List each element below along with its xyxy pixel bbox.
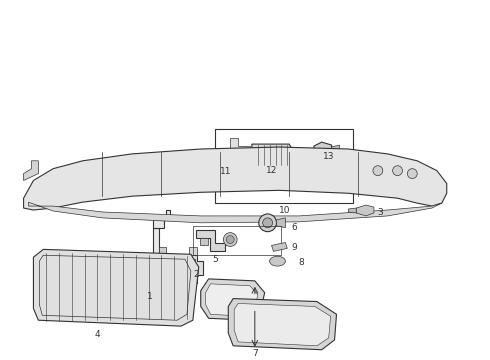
- Polygon shape: [196, 230, 225, 251]
- Polygon shape: [153, 210, 170, 228]
- Polygon shape: [230, 138, 250, 164]
- Polygon shape: [159, 247, 166, 255]
- Circle shape: [392, 166, 402, 176]
- Text: 7: 7: [252, 349, 258, 358]
- Text: 11: 11: [220, 167, 231, 176]
- Circle shape: [373, 166, 383, 176]
- Polygon shape: [33, 249, 199, 326]
- Circle shape: [263, 218, 272, 228]
- Polygon shape: [189, 247, 197, 255]
- Ellipse shape: [270, 256, 285, 266]
- Polygon shape: [356, 205, 374, 216]
- Text: 12: 12: [266, 166, 277, 175]
- Circle shape: [407, 169, 417, 179]
- Polygon shape: [252, 144, 293, 166]
- Bar: [216, 129, 353, 203]
- Text: 2: 2: [193, 270, 198, 279]
- Text: 3: 3: [377, 208, 383, 217]
- Polygon shape: [200, 238, 208, 246]
- Polygon shape: [332, 145, 340, 150]
- Polygon shape: [314, 142, 332, 156]
- Polygon shape: [276, 218, 285, 228]
- Polygon shape: [24, 161, 38, 180]
- Polygon shape: [206, 284, 258, 316]
- Polygon shape: [24, 147, 447, 210]
- Polygon shape: [28, 202, 442, 223]
- Text: 9: 9: [292, 243, 297, 252]
- Polygon shape: [228, 298, 337, 350]
- Polygon shape: [185, 259, 195, 269]
- Polygon shape: [201, 279, 265, 320]
- Circle shape: [259, 214, 276, 231]
- Text: 4: 4: [95, 329, 100, 338]
- Polygon shape: [183, 255, 203, 283]
- Text: 8: 8: [298, 258, 304, 267]
- Bar: [193, 226, 281, 255]
- Polygon shape: [234, 303, 331, 346]
- Polygon shape: [348, 208, 356, 213]
- Text: 10: 10: [279, 207, 290, 216]
- Text: 6: 6: [292, 223, 297, 232]
- Text: 13: 13: [323, 152, 334, 161]
- Circle shape: [223, 233, 237, 247]
- Text: 1: 1: [147, 292, 152, 301]
- Polygon shape: [271, 243, 287, 251]
- Polygon shape: [153, 228, 159, 282]
- Circle shape: [226, 235, 234, 243]
- Polygon shape: [153, 272, 174, 289]
- Text: 5: 5: [213, 255, 219, 264]
